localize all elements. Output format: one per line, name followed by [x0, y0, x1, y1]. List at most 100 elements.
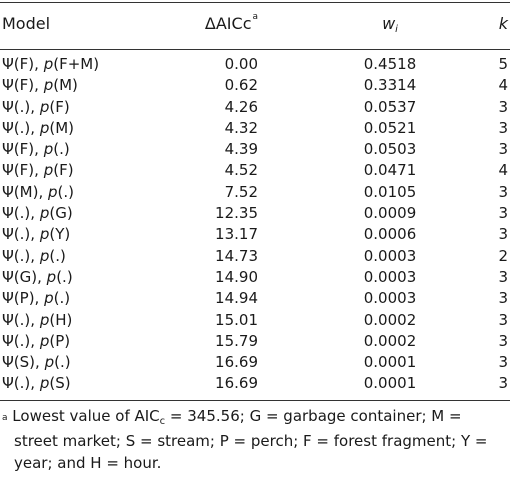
cell-delta-aicc: 16.69 — [215, 353, 258, 372]
table-row: Ψ(.), p(F) 4.26 0.0537 3 — [0, 96, 510, 117]
cell-model-psi: Ψ(.), — [2, 204, 40, 223]
cell-delta-aicc: 15.79 — [215, 331, 258, 350]
cell-model-p: p — [39, 246, 50, 265]
cell-delta-aicc: 0.00 — [224, 55, 258, 73]
table-header: Model ΔAICca wi k — [0, 8, 510, 44]
cell-weight: 0.0001 — [363, 374, 417, 393]
cell-model-psi: Ψ(G), — [2, 267, 47, 286]
cell-weight: 0.0003 — [363, 289, 417, 308]
cell-model-psi: Ψ(.), — [2, 118, 40, 137]
header-weight-sub: i — [395, 24, 398, 35]
table-row: Ψ(F), p(F+M) 0.00 0.4518 5 — [0, 53, 510, 74]
cell-model-psi: Ψ(F), — [2, 76, 44, 95]
cell-model: Ψ(F), p(F+M) — [2, 55, 99, 73]
cell-delta-aicc: 14.90 — [215, 267, 258, 286]
footnote-text-start: Lowest value of AIC — [12, 407, 160, 425]
cell-model-psi: Ψ(.), — [2, 331, 40, 350]
cell-model-psi: Ψ(F), — [2, 140, 44, 159]
header-weight: wi — [354, 14, 426, 35]
cell-model: Ψ(G), p(.) — [2, 268, 73, 286]
cell-model-p: p — [39, 97, 50, 116]
cell-model-p: p — [43, 55, 54, 73]
header-weight-base: w — [382, 14, 396, 33]
cell-weight: 0.0009 — [363, 204, 417, 223]
cell-k: 2 — [498, 246, 508, 265]
cell-weight: 0.0471 — [363, 161, 417, 180]
cell-delta-aicc: 12.35 — [215, 204, 258, 223]
footnote-line-2: street market; S = stream; P = perch; F … — [14, 432, 488, 450]
cell-model: Ψ(.), p(F) — [2, 98, 70, 116]
cell-model-p: p — [48, 182, 58, 201]
cell-k: 3 — [498, 289, 508, 308]
cell-model-p: p — [39, 225, 50, 244]
cell-delta-aicc: 16.69 — [215, 374, 258, 393]
table-row: Ψ(.), p(P) 15.79 0.0002 3 — [0, 330, 510, 351]
cell-weight: 0.0003 — [363, 267, 417, 286]
cell-weight: 0.0105 — [363, 182, 417, 201]
cell-model-p: p — [39, 310, 50, 329]
cell-weight: 0.3314 — [363, 76, 417, 95]
cell-weight: 0.0521 — [363, 118, 417, 137]
cell-model: Ψ(F), p(M) — [2, 76, 78, 94]
table-row: Ψ(.), p(H) 15.01 0.0002 3 — [0, 309, 510, 330]
cell-weight: 0.4518 — [363, 55, 417, 73]
cell-k: 5 — [498, 55, 508, 73]
cell-model: Ψ(.), p(M) — [2, 119, 74, 137]
table-row: Ψ(S), p(.) 16.69 0.0001 3 — [0, 351, 510, 372]
header-rule — [0, 49, 510, 50]
cell-model-p-arg: (.) — [53, 140, 70, 159]
cell-k: 3 — [498, 267, 508, 286]
cell-model-psi: Ψ(F), — [2, 55, 44, 73]
table-row: Ψ(.), p(M) 4.32 0.0521 3 — [0, 117, 510, 138]
cell-model-p-arg: (M) — [49, 118, 75, 137]
cell-model-p-arg: (.) — [57, 182, 75, 201]
cell-model-p-arg: (.) — [49, 246, 66, 265]
cell-model-psi: Ψ(F), — [2, 161, 44, 180]
footnote-line1-rest: = 345.56; G = garbage container; M = — [165, 407, 462, 425]
cell-delta-aicc: 14.73 — [215, 246, 258, 265]
cell-weight: 0.0537 — [363, 97, 417, 116]
cell-model-p: p — [39, 331, 50, 350]
cell-model-psi: Ψ(S), — [2, 353, 45, 372]
footnote-sub: c — [159, 416, 166, 427]
top-rule — [0, 2, 510, 3]
cell-model: Ψ(.), p(S) — [2, 374, 71, 392]
cell-model: Ψ(P), p(.) — [2, 289, 70, 307]
cell-weight: 0.0002 — [363, 331, 417, 350]
cell-delta-aicc: 4.39 — [224, 140, 258, 159]
cell-model: Ψ(.), p(G) — [2, 204, 73, 222]
header-footnote-marker: a — [252, 12, 258, 22]
cell-delta-aicc: 15.01 — [215, 310, 258, 329]
cell-k: 3 — [498, 353, 508, 372]
cell-k: 3 — [498, 118, 508, 137]
cell-model: Ψ(.), p(P) — [2, 332, 70, 350]
cell-model: Ψ(.), p(Y) — [2, 225, 70, 243]
table-row: Ψ(M), p(.) 7.52 0.0105 3 — [0, 181, 510, 202]
cell-weight: 0.0002 — [363, 310, 417, 329]
cell-model-psi: Ψ(.), — [2, 225, 40, 244]
cell-model-p: p — [39, 374, 50, 393]
cell-weight: 0.0006 — [363, 225, 417, 244]
cell-model-psi: Ψ(P), — [2, 289, 45, 308]
table-row: Ψ(.), p(S) 16.69 0.0001 3 — [0, 372, 510, 393]
cell-model-p-arg: (.) — [53, 289, 71, 308]
header-k: k — [498, 14, 508, 33]
cell-weight: 0.0003 — [363, 246, 417, 265]
cell-model-p-arg: (H) — [49, 310, 73, 329]
cell-model-p: p — [44, 353, 55, 372]
cell-delta-aicc: 13.17 — [215, 225, 258, 244]
cell-model-p-arg: (P) — [49, 331, 71, 350]
cell-model-psi: Ψ(.), — [2, 246, 40, 265]
cell-k: 3 — [498, 140, 508, 159]
table-row: Ψ(.), p(Y) 13.17 0.0006 3 — [0, 223, 510, 244]
cell-weight: 0.0503 — [363, 140, 417, 159]
cell-k: 3 — [498, 331, 508, 350]
cell-model-p: p — [46, 267, 57, 286]
cell-model-p-arg: (G) — [49, 204, 73, 223]
cell-model-psi: Ψ(.), — [2, 374, 40, 393]
cell-model-p-arg: (.) — [56, 267, 73, 286]
table-footnote: a Lowest value of AICc = 345.56; G = gar… — [2, 405, 508, 474]
cell-k: 3 — [498, 374, 508, 393]
cell-model-p: p — [43, 140, 54, 159]
